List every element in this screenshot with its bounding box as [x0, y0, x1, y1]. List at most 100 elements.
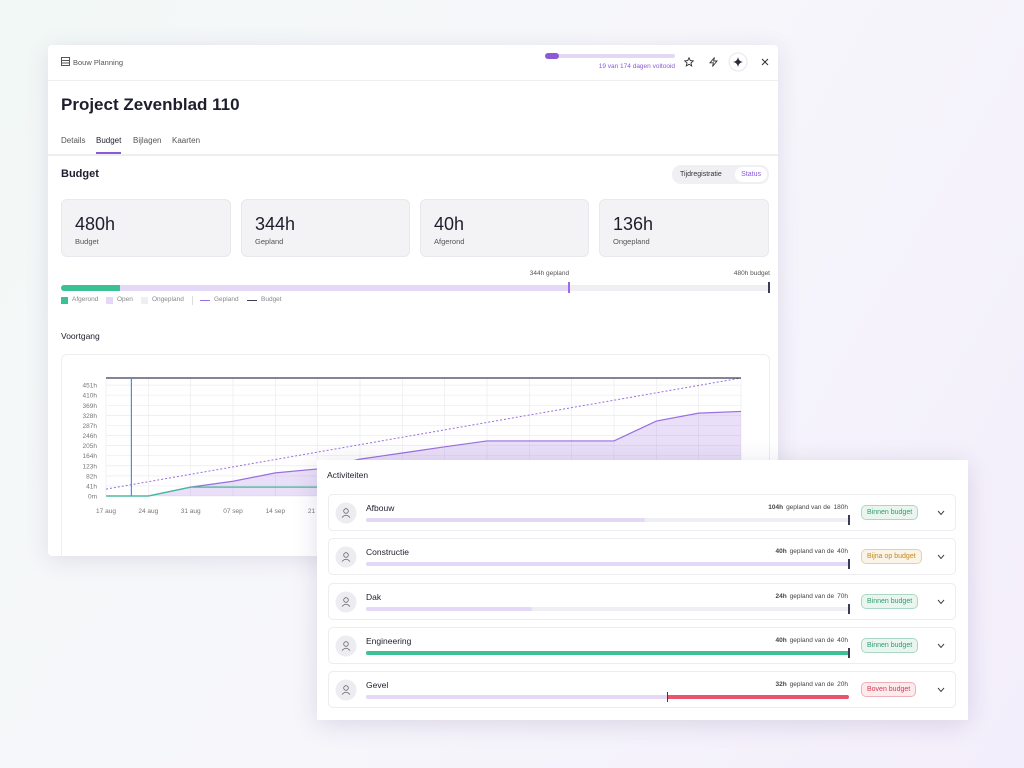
activity-row: Gevel 32h gepland van de 20h Boven budget	[328, 671, 956, 709]
y-tick-label: 164h	[83, 453, 98, 460]
app-name: Bouw Planning	[73, 58, 124, 67]
bar-over	[667, 695, 849, 700]
bolt-button[interactable]	[709, 57, 718, 67]
stat-label: Gepland	[255, 237, 284, 246]
connector: gepland van de	[789, 548, 835, 556]
budget-hours: 40h	[837, 548, 848, 556]
activity-name: Gevel	[366, 680, 389, 691]
status-badge: Binnen budget	[861, 505, 919, 520]
days-label: 19 van 174 dagen voltooid	[598, 63, 675, 70]
planned-hours: 32h	[775, 681, 787, 689]
stat-card: 480h Budget	[61, 199, 231, 257]
y-tick-label: 246h	[83, 433, 98, 440]
activities-heading: Activiteiten	[327, 470, 369, 480]
budget-hours: 180h	[833, 504, 848, 511]
avatar	[335, 546, 357, 568]
x-tick-label: 31 aug	[181, 508, 201, 515]
bar-within	[366, 695, 668, 700]
connector: gepland van de	[789, 636, 835, 644]
close-button[interactable]	[761, 58, 769, 66]
tab[interactable]: Budget	[96, 136, 122, 145]
ai-button[interactable]	[728, 52, 748, 72]
avatar	[335, 591, 357, 613]
x-tick-label: 14 sep	[266, 508, 286, 515]
series-line	[106, 410, 742, 497]
y-tick-label: 82h	[86, 473, 97, 480]
tab[interactable]: Kaarten	[172, 136, 201, 145]
legend-separator	[192, 296, 193, 305]
stat-value: 480h	[75, 214, 116, 234]
view-toggle: Tijdregistratie Status	[672, 165, 769, 184]
activities-panel: Activiteiten Afbouw 104h gepland van de 180…	[317, 460, 968, 720]
connector: gepland van de	[786, 504, 831, 511]
y-tick-label: 451h	[83, 383, 98, 390]
activity-bar	[366, 603, 850, 614]
y-tick-label: 410h	[83, 393, 98, 400]
stat-value: 40h	[434, 214, 465, 234]
project-title: Project Zevenblad 110	[61, 95, 240, 114]
legend-line	[200, 300, 210, 301]
star-button[interactable]	[684, 57, 694, 67]
legend-swatch	[141, 297, 148, 304]
legend-label: Gepland	[214, 296, 239, 303]
series-line	[106, 486, 318, 497]
budget-hours: 70h	[837, 592, 848, 600]
status-badge: Binnen budget	[861, 637, 919, 653]
expand-chevron[interactable]	[937, 510, 945, 516]
activity-bar	[366, 515, 850, 525]
planned-hours: 40h	[775, 636, 787, 644]
planned-marker	[568, 282, 571, 293]
days-fill	[545, 53, 560, 59]
activity-bar	[366, 559, 850, 570]
activity-row: Constructie 40h gepland van de 40h Bijna op …	[328, 538, 956, 576]
expand-chevron[interactable]	[937, 554, 945, 560]
expand-chevron[interactable]	[937, 643, 945, 649]
tab-underline	[96, 152, 121, 154]
legend-label: Open	[117, 296, 133, 303]
progress-heading: Voortgang	[61, 331, 100, 341]
tab[interactable]: Details	[61, 136, 86, 145]
activity-name: Afbouw	[366, 503, 395, 513]
legend-label: Ongepland	[152, 296, 184, 303]
activity-hours: 24h gepland van de 70h	[775, 593, 848, 600]
activity-bar	[366, 692, 849, 703]
budget-marker	[666, 692, 669, 703]
toggle-option[interactable]: Status	[735, 167, 767, 182]
tab[interactable]: Bijlagen	[133, 136, 162, 145]
planned-label: 344h gepland	[529, 270, 570, 277]
divider	[48, 80, 778, 81]
stat-label: Budget	[75, 237, 99, 246]
activity-name: Dak	[366, 591, 382, 602]
activity-name: Engineering	[366, 635, 412, 646]
budget-hours: 40h	[837, 636, 848, 644]
status-badge: Binnen budget	[861, 593, 919, 609]
status-badge: Bijna op budget	[861, 549, 922, 565]
activity-row: Dak 24h gepland van de 70h Binnen budget	[328, 582, 956, 620]
bar-done	[61, 285, 121, 291]
bar-planned	[366, 562, 849, 567]
bar-planned	[366, 650, 849, 655]
expand-chevron[interactable]	[937, 687, 945, 693]
legend-label: Afgerond	[72, 296, 99, 303]
activity-row: Afbouw 104h gepland van de 180h Binnen budge…	[328, 494, 956, 531]
toggle-option[interactable]: Tijdregistratie	[680, 171, 722, 178]
budget-marker	[848, 515, 850, 525]
connector: gepland van de	[789, 592, 835, 600]
connector: gepland van de	[789, 681, 835, 689]
table-icon	[61, 57, 70, 66]
budget-label: 480h budget	[733, 270, 770, 277]
budget-hours: 20h	[837, 681, 848, 689]
days-progress	[545, 53, 675, 59]
stat-card: 344h Gepland	[241, 199, 410, 257]
x-tick-label: 07 sep	[223, 508, 243, 515]
legend-swatch	[61, 297, 68, 304]
activity-row: Engineering 40h gepland van de 40h Binnen bu…	[328, 626, 956, 664]
y-tick-label: 0m	[88, 494, 97, 501]
y-tick-label: 123h	[83, 463, 98, 470]
y-tick-label: 287h	[83, 423, 98, 430]
expand-chevron[interactable]	[937, 599, 945, 605]
budget-bar	[61, 282, 770, 293]
budget-marker	[848, 647, 850, 658]
activity-hours: 40h gepland van de 40h	[775, 637, 848, 644]
avatar	[335, 635, 357, 657]
